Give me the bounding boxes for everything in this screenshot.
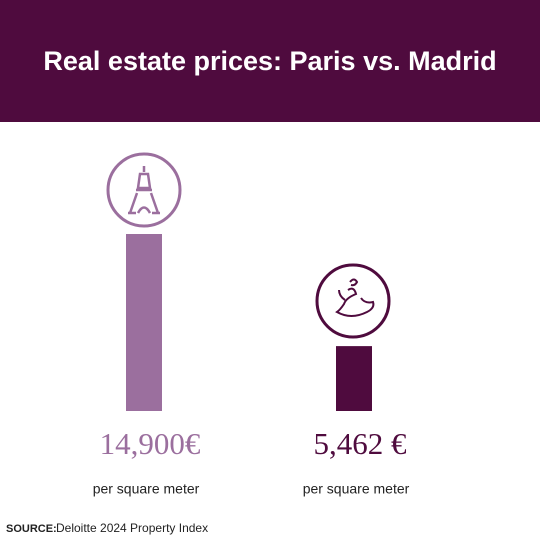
header-band [0, 0, 540, 122]
bar [336, 346, 372, 411]
source-label: SOURCE: [6, 523, 57, 535]
chart-title: Real estate prices: Paris vs. Madrid [43, 46, 496, 76]
unit-label: per square meter [303, 481, 410, 497]
bar [126, 234, 162, 411]
eiffel-icon [106, 152, 182, 228]
value-label: 14,900€ [100, 426, 201, 461]
flamenco-icon [315, 263, 391, 339]
unit-label: per square meter [93, 481, 200, 497]
source: Deloitte 2024 Property Index [56, 521, 208, 535]
value-label: 5,462 € [314, 426, 408, 461]
